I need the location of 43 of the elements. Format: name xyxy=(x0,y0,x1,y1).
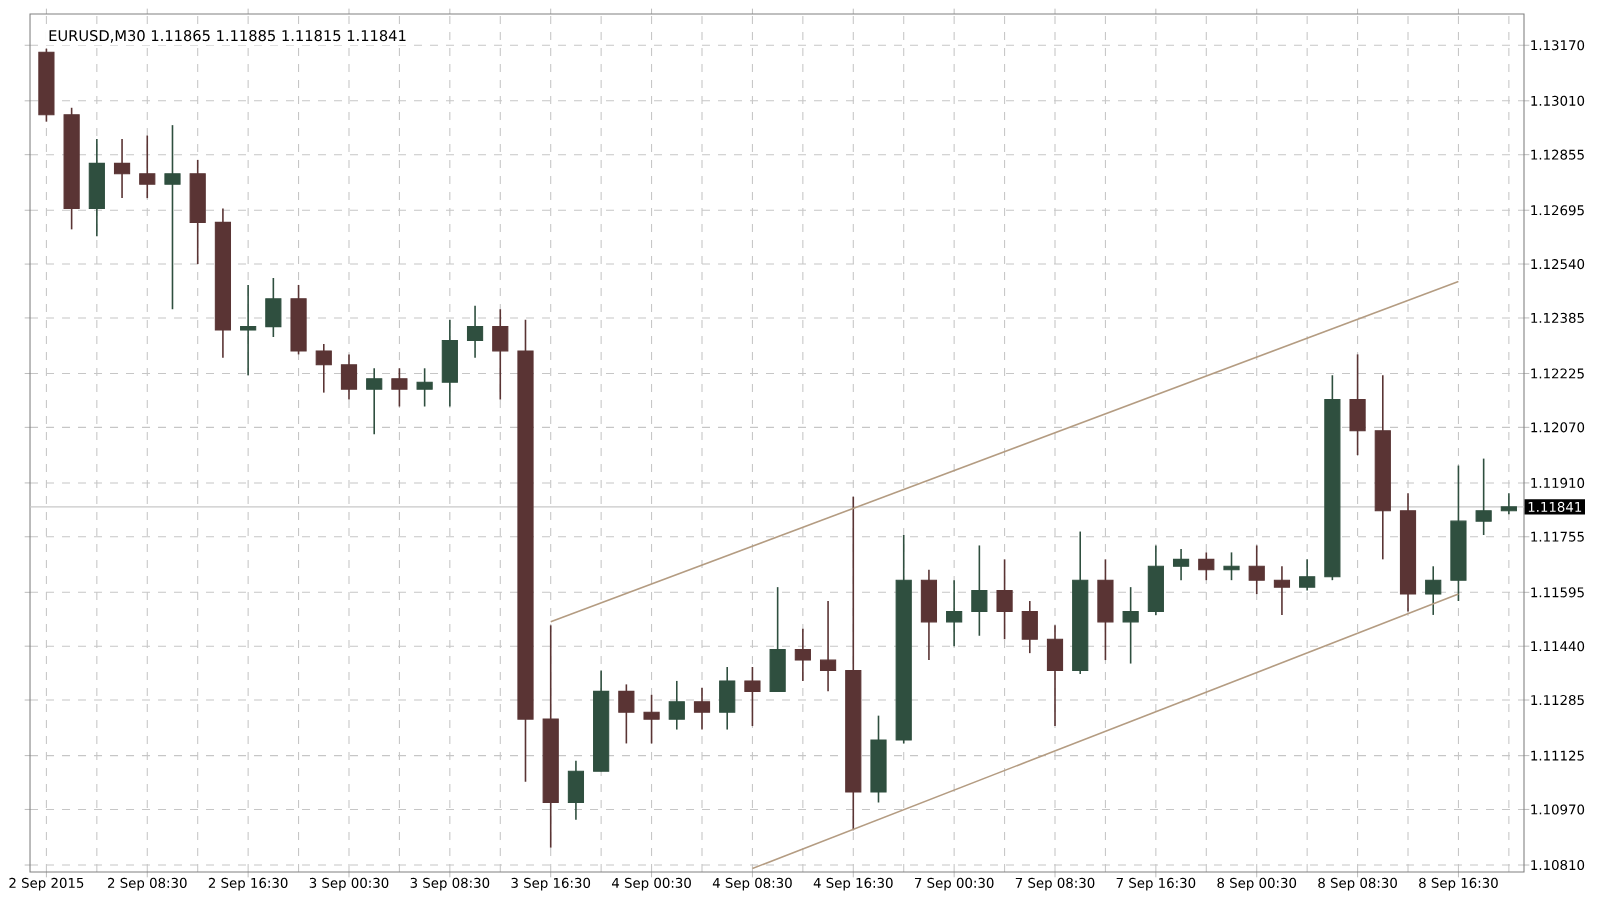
candlestick xyxy=(1172,548,1190,581)
candlestick xyxy=(315,343,332,394)
candlestick xyxy=(1046,624,1064,727)
candlestick xyxy=(618,683,635,745)
candlestick xyxy=(340,353,358,401)
candlestick xyxy=(1223,551,1240,581)
candlestick xyxy=(113,138,131,199)
candlestick xyxy=(391,367,408,408)
candlestick xyxy=(769,586,786,693)
candlestick xyxy=(1021,600,1038,654)
candlestick xyxy=(1273,565,1291,616)
candlestick xyxy=(819,600,837,693)
candlestick xyxy=(1349,353,1366,456)
candlestick xyxy=(920,568,938,661)
candlestick xyxy=(164,124,181,311)
candlestick xyxy=(366,367,383,436)
candlestick xyxy=(139,134,156,199)
candlestick xyxy=(1122,586,1139,665)
candlestick xyxy=(567,760,585,821)
candlestick xyxy=(492,308,509,401)
candlestick xyxy=(1147,544,1164,616)
candlestick xyxy=(416,367,433,408)
candlestick xyxy=(996,558,1013,641)
candlestick xyxy=(1097,558,1114,661)
candlestick xyxy=(1299,558,1316,592)
candlestick xyxy=(744,666,761,727)
candlestick xyxy=(441,318,458,408)
candlestick xyxy=(719,666,736,731)
candlestick xyxy=(1475,457,1492,536)
candlestick xyxy=(668,680,685,731)
candlestick xyxy=(88,138,105,238)
candlestick xyxy=(240,284,257,377)
candlestick xyxy=(971,544,988,637)
candlestick xyxy=(1198,551,1215,581)
candlestick xyxy=(1248,544,1265,595)
candlestick xyxy=(265,277,282,338)
candlestick xyxy=(643,694,660,745)
candlestick xyxy=(946,579,963,647)
candlestick xyxy=(1500,492,1517,515)
candlestick xyxy=(466,304,484,359)
candlestick xyxy=(693,687,711,731)
candlestick xyxy=(1425,565,1442,616)
candlestick xyxy=(794,628,811,682)
